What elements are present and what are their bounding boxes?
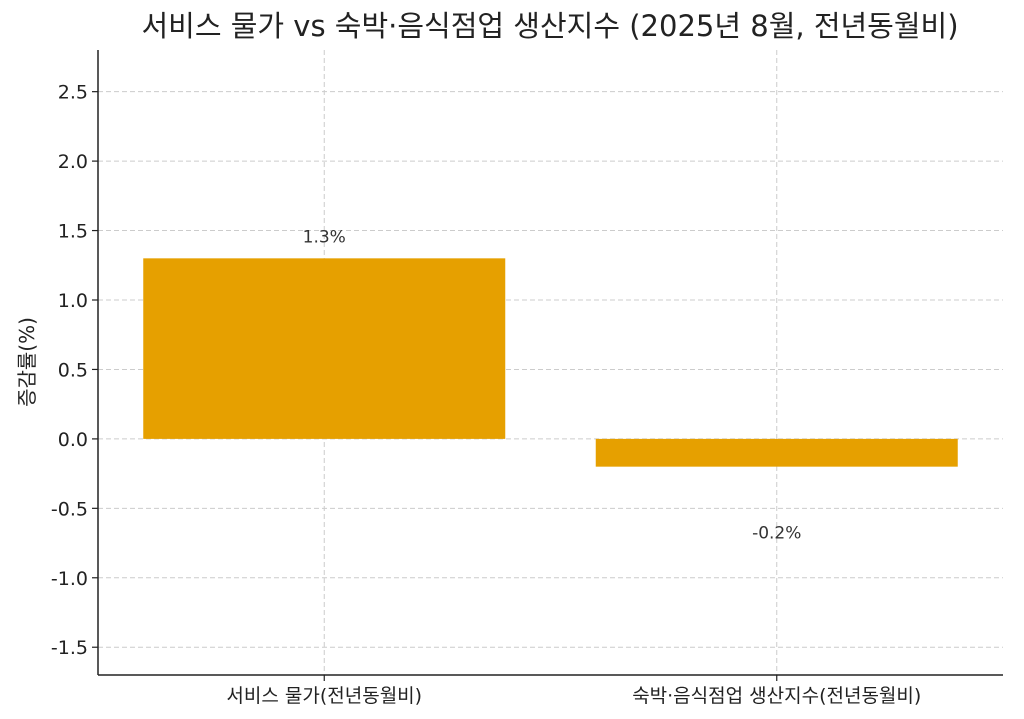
bar: [595, 438, 958, 467]
axes: [92, 50, 1003, 681]
y-axis-label: 증감률(%): [15, 317, 39, 407]
y-tick-label: -1.0: [51, 568, 88, 590]
y-tick-label: 0.0: [58, 429, 88, 451]
labels: -1.5 -1.0 -0.5 0.0 0.5 1.0 1.5 2.0 2.5 1.3% -0.2% 서…: [51, 82, 921, 707]
x-tick-label: 숙박·음식점업 생산지수(전년동월비): [632, 685, 921, 707]
chart-title: 서비스 물가 vs 숙박·음식점업 생산지수 (2025년 8월, 전년동월비): [141, 9, 958, 43]
y-tick-label: 1.5: [58, 221, 88, 243]
y-tick-label: 2.5: [58, 82, 88, 104]
y-tick-label: 1.0: [58, 290, 88, 312]
bars: [143, 258, 958, 467]
y-tick-label: -0.5: [51, 498, 88, 520]
y-tick-label: 2.0: [58, 151, 88, 173]
data-label: 1.3%: [303, 227, 346, 247]
y-tick-label: 0.5: [58, 359, 88, 381]
y-tick-label: -1.5: [51, 637, 88, 659]
bar: [143, 258, 506, 439]
x-tick-label: 서비스 물가(전년동월비): [226, 685, 422, 707]
data-label: -0.2%: [752, 524, 801, 544]
